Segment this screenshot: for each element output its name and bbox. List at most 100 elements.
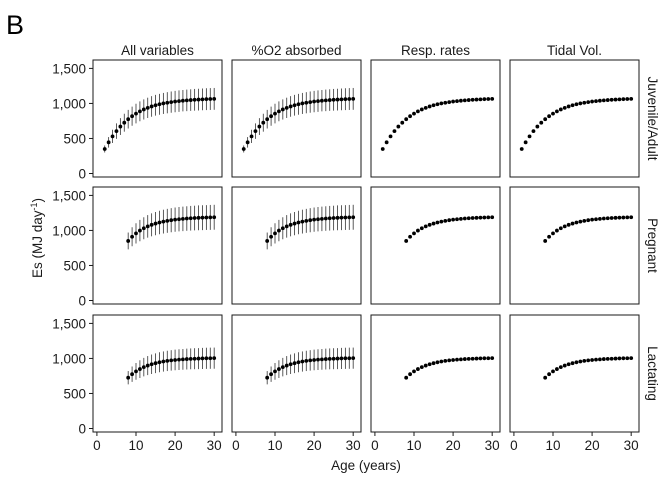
data-point [204, 215, 209, 220]
data-point [562, 224, 567, 229]
data-point [304, 218, 309, 223]
data-point [284, 105, 289, 110]
row-strips: Juvenile/Adult Pregnant Lactating [645, 76, 660, 400]
data-point [265, 375, 270, 380]
data-point [535, 124, 540, 129]
data-point [586, 358, 591, 363]
y-tick-label: 1,000 [52, 96, 86, 111]
data-point [586, 218, 591, 223]
y-tick-label: 1,500 [52, 188, 86, 203]
data-point [384, 140, 389, 145]
x-tick-label: 20 [585, 438, 600, 453]
data-point [578, 101, 583, 106]
data-point [126, 117, 131, 122]
data-point [308, 358, 313, 363]
data-point [192, 97, 197, 102]
data-point [153, 103, 158, 108]
data-point [594, 357, 598, 362]
data-point [323, 98, 328, 103]
data-point [486, 97, 491, 101]
facet-panel [370, 314, 501, 433]
data-point [482, 356, 487, 361]
data-point [212, 96, 217, 101]
data-point [300, 219, 305, 224]
data-point [245, 140, 250, 145]
data-point [196, 356, 201, 361]
data-point [204, 97, 209, 102]
data-point [435, 360, 440, 365]
data-point [208, 97, 213, 101]
data-point [280, 365, 285, 370]
panel-frame [370, 186, 501, 305]
data-point [173, 358, 177, 362]
data-point [177, 99, 181, 104]
data-point [114, 129, 119, 134]
x-tick-label: 20 [168, 438, 183, 453]
data-point [296, 220, 301, 225]
data-point [204, 356, 209, 361]
data-point [188, 356, 193, 361]
data-point [439, 219, 444, 224]
data-point [470, 216, 475, 220]
data-point [145, 224, 150, 229]
data-point [423, 105, 428, 110]
data-point [184, 357, 189, 361]
data-point [188, 98, 193, 102]
data-point [335, 215, 340, 220]
y-tick-label: 0 [78, 421, 86, 436]
data-point [574, 102, 579, 107]
data-point [165, 218, 170, 223]
data-point [609, 216, 614, 220]
data-point [118, 124, 123, 129]
data-point [149, 104, 154, 109]
data-point [412, 369, 416, 374]
data-point [169, 358, 174, 363]
data-point [605, 98, 610, 102]
data-point [343, 215, 348, 220]
data-point [161, 101, 166, 106]
data-point [269, 114, 273, 119]
x-tick-label: 0 [371, 438, 379, 453]
data-point [621, 356, 626, 361]
data-point [543, 375, 548, 380]
data-point [590, 99, 594, 104]
data-point [582, 358, 587, 363]
column-strips: All variables %O2 absorbed Resp. rates Tida… [121, 43, 602, 58]
data-point [574, 220, 579, 225]
data-point [102, 147, 107, 151]
data-point [486, 356, 491, 361]
data-point [277, 109, 281, 114]
data-point [416, 367, 420, 371]
data-point [570, 103, 575, 108]
panel-frame [231, 314, 362, 433]
data-point [347, 97, 352, 101]
data-point [617, 356, 622, 361]
data-point [273, 231, 277, 236]
data-point [617, 97, 622, 102]
panel-frame [509, 59, 640, 178]
data-point [157, 102, 162, 107]
data-point [451, 99, 455, 104]
data-point [269, 234, 273, 239]
data-point [192, 356, 197, 361]
data-point [138, 109, 142, 114]
data-point [474, 215, 479, 220]
data-point [590, 217, 594, 222]
data-point [404, 375, 409, 380]
data-point [562, 363, 567, 368]
facet-panel [509, 314, 640, 433]
facet-panel [231, 186, 362, 305]
data-point [110, 134, 115, 139]
data-point [335, 356, 340, 361]
data-point [439, 359, 444, 364]
data-point [443, 100, 448, 105]
data-point [308, 100, 313, 105]
data-point [153, 361, 158, 366]
data-point [300, 359, 305, 364]
panel-frame [92, 59, 223, 178]
data-point [412, 111, 416, 116]
x-tick-label: 30 [207, 438, 222, 453]
data-point [157, 360, 162, 365]
data-point [284, 363, 289, 368]
y-tick-label: 0 [78, 166, 86, 181]
